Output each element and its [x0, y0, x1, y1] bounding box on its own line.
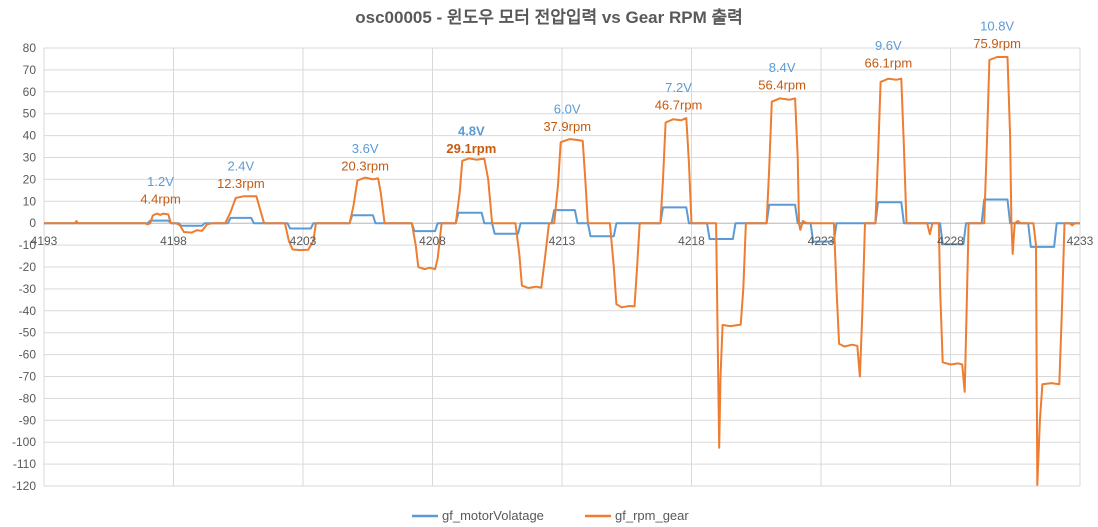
legend-label: gf_rpm_gear [615, 508, 689, 523]
x-tick-label: 4213 [549, 234, 576, 248]
y-tick-label: -60 [19, 348, 37, 362]
series-line-gf_rpm_gear [44, 56, 1080, 486]
y-tick-label: 60 [23, 85, 37, 99]
y-tick-label: -90 [19, 413, 37, 427]
y-tick-label: -80 [19, 391, 37, 405]
legend: gf_motorVolatage gf_rpm_gear [412, 508, 689, 523]
annotation-voltage: 10.8V [980, 18, 1014, 33]
annotation-voltage: 3.6V [352, 141, 379, 156]
x-tick-label: 4208 [419, 234, 446, 248]
annotation-rpm: 66.1rpm [864, 56, 912, 71]
y-tick-label: 50 [23, 107, 37, 121]
chart-title: osc00005 - 윈도우 모터 전압입력 vs Gear RPM 출력 [355, 7, 743, 27]
x-tick-label: 4228 [937, 234, 964, 248]
annotation-rpm: 37.9rpm [543, 119, 591, 134]
y-tick-label: -110 [13, 457, 36, 471]
annotation-rpm: 12.3rpm [217, 176, 265, 191]
x-axis: 4193 4198 4203 4208 4213 4218 4223 4228 4233 [31, 234, 1094, 248]
y-axis: 80 70 60 50 40 30 20 10 0 -10 -20 -30 -40 -50 -60 -70 -8… [12, 41, 36, 493]
series-group [44, 56, 1080, 486]
y-tick-label: -30 [19, 282, 37, 296]
annotation-rpm: 46.7rpm [655, 97, 703, 112]
annotation-voltage: 8.4V [769, 60, 796, 75]
annotation-voltage: 4.8V [458, 124, 485, 139]
y-tick-label: -50 [19, 326, 37, 340]
annotation-rpm: 75.9rpm [973, 36, 1021, 51]
x-tick-label: 4203 [290, 234, 317, 248]
y-tick-label: -70 [19, 370, 37, 384]
y-tick-label: 80 [23, 41, 37, 55]
x-tick-label: 4198 [160, 234, 187, 248]
y-tick-label: 30 [23, 151, 37, 165]
y-tick-label: 20 [23, 172, 37, 186]
y-tick-label: -100 [12, 435, 36, 449]
x-tick-label: 4223 [808, 234, 835, 248]
annotation-rpm: 20.3rpm [341, 159, 389, 174]
x-tick-label: 4233 [1067, 234, 1094, 248]
y-tick-label: -40 [19, 304, 37, 318]
grid [43, 47, 1081, 487]
annotations: 1.2V 4.4rpm 2.4V 12.3rpm 3.6V 20.3rpm 4.8V 29.1… [140, 18, 1021, 206]
annotation-voltage: 6.0V [554, 102, 581, 117]
x-tick-label: 4193 [31, 234, 58, 248]
y-tick-label: -10 [19, 238, 37, 252]
annotation-voltage: 7.2V [665, 80, 692, 95]
y-tick-label: 10 [23, 194, 37, 208]
y-tick-label: -20 [19, 260, 37, 274]
y-tick-label: 70 [23, 63, 37, 77]
annotation-voltage: 9.6V [875, 38, 902, 53]
annotation-rpm: 29.1rpm [446, 141, 496, 156]
annotation-voltage: 1.2V [147, 174, 174, 189]
x-tick-label: 4218 [678, 234, 705, 248]
y-tick-label: -120 [12, 479, 36, 493]
annotation-voltage: 2.4V [227, 159, 254, 174]
legend-label: gf_motorVolatage [442, 508, 544, 523]
y-tick-label: 0 [29, 216, 36, 230]
annotation-rpm: 4.4rpm [140, 191, 180, 206]
y-tick-label: 40 [23, 129, 37, 143]
annotation-rpm: 56.4rpm [758, 78, 806, 93]
